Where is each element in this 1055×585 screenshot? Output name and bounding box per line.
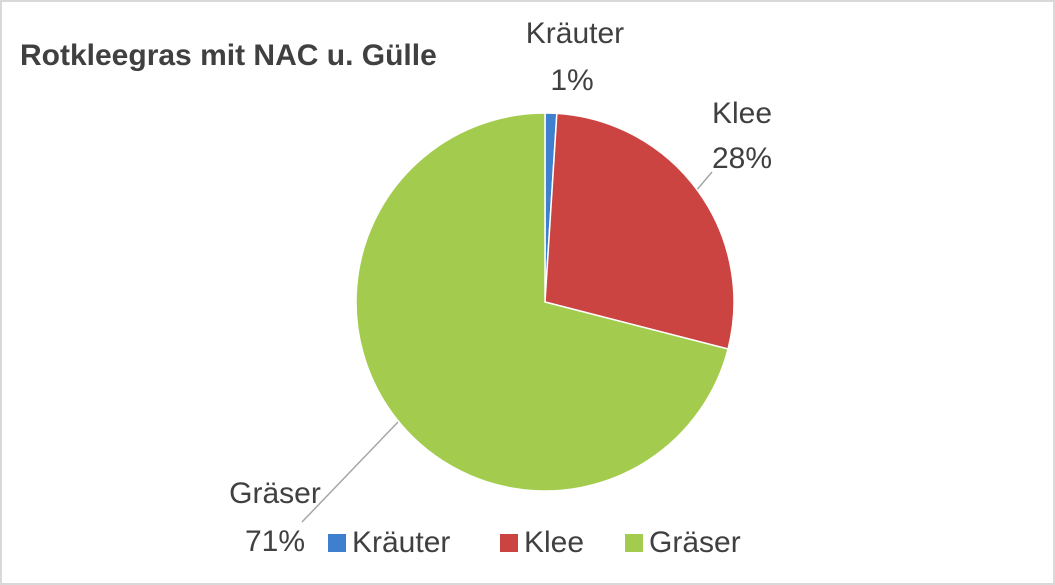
legend-swatch bbox=[625, 534, 643, 552]
data-label-value: 28% bbox=[712, 142, 772, 175]
data-label-name: Gräser bbox=[229, 477, 321, 510]
legend-label: Kräuter bbox=[352, 526, 450, 559]
data-label-name: Kräuter bbox=[526, 17, 624, 50]
data-label-name: Klee bbox=[712, 97, 772, 130]
chart-title: Rotkleegras mit NAC u. Gülle bbox=[20, 39, 437, 72]
legend-label: Gräser bbox=[649, 526, 741, 559]
legend-swatch bbox=[500, 534, 518, 552]
legend-swatch bbox=[328, 534, 346, 552]
data-label-value: 1% bbox=[550, 64, 593, 97]
pie-slice bbox=[355, 112, 729, 492]
data-label-value: 71% bbox=[245, 525, 305, 558]
pie-slice bbox=[544, 112, 735, 350]
leader-line bbox=[301, 421, 399, 523]
legend-label: Klee bbox=[524, 526, 584, 559]
